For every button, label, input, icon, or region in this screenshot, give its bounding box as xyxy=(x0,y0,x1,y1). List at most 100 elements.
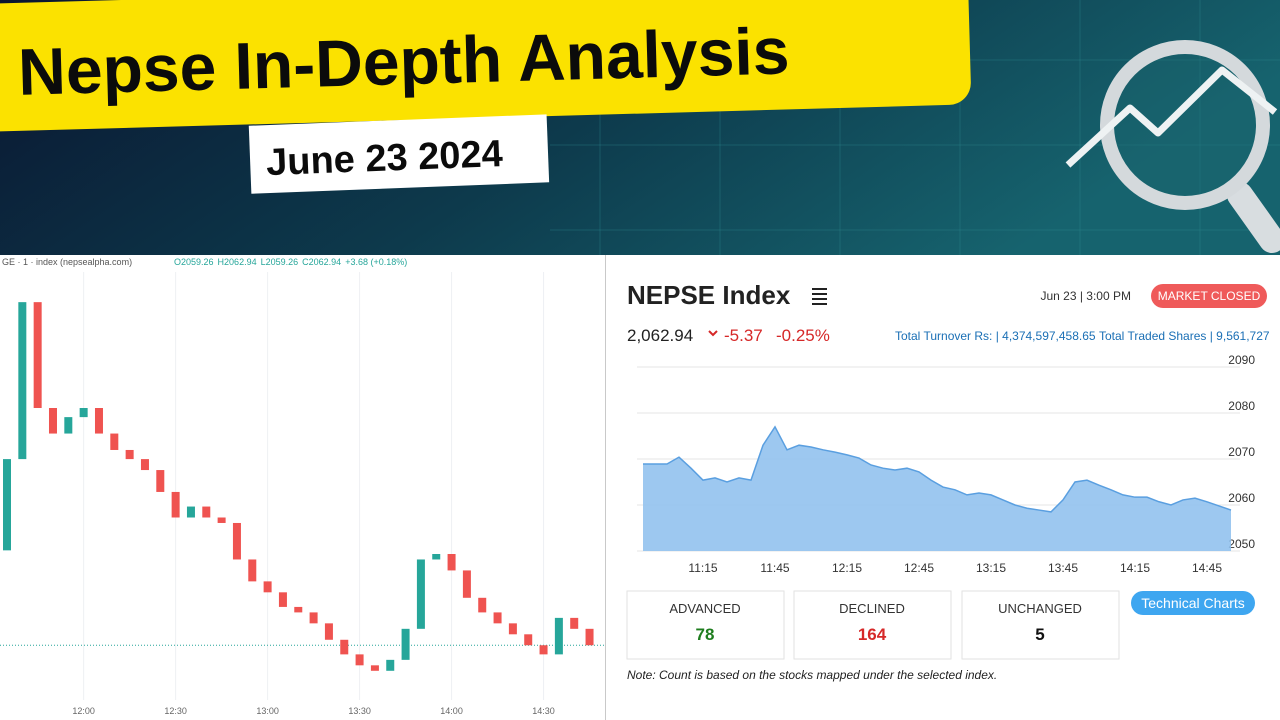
candle xyxy=(248,559,257,582)
stat-card xyxy=(793,590,952,660)
x-tick-label: 13:15 xyxy=(976,561,1006,575)
down-arrow xyxy=(708,330,718,337)
area-fill xyxy=(643,426,1231,551)
stat-card xyxy=(961,590,1120,660)
candle xyxy=(171,491,180,518)
candle xyxy=(432,554,441,560)
candle xyxy=(94,408,103,434)
candle xyxy=(217,517,226,523)
index-value: 2,062.94 xyxy=(627,326,693,345)
candle xyxy=(202,506,211,518)
x-tick-label: 11:15 xyxy=(688,561,717,575)
candle xyxy=(570,617,579,629)
stat-value: 78 xyxy=(696,625,715,644)
ohlc-value: H2062.94 xyxy=(218,257,257,267)
index-change-percent: -0.25% xyxy=(776,326,830,345)
candle xyxy=(156,470,165,492)
candle xyxy=(493,612,502,624)
candle xyxy=(539,645,548,655)
candle xyxy=(33,302,42,408)
date-background xyxy=(248,114,550,194)
candle xyxy=(294,606,303,613)
stat-label: UNCHANGED xyxy=(998,601,1082,616)
candle xyxy=(186,506,195,518)
x-tick-label: 12:30 xyxy=(164,706,187,716)
candle xyxy=(340,639,349,655)
stat-value: 164 xyxy=(858,625,887,644)
banner-shape xyxy=(0,0,971,132)
x-tick-label: 12:00 xyxy=(72,706,95,716)
turnover: Total Turnover Rs: | 4,374,597,458.65 xyxy=(895,329,1096,343)
x-tick-label: 12:45 xyxy=(904,561,934,575)
candle xyxy=(386,659,395,671)
magnifier-icon xyxy=(1065,40,1280,253)
stat-label: ADVANCED xyxy=(669,601,740,616)
candle xyxy=(263,581,272,593)
title-banner: Nepse In-Depth Analysis xyxy=(0,0,971,132)
ohlc-value: L2059.26 xyxy=(261,257,299,267)
candle xyxy=(447,554,456,571)
x-tick-label: 14:45 xyxy=(1192,561,1222,575)
candle xyxy=(478,597,487,613)
x-tick-label: 13:00 xyxy=(256,706,279,716)
y-tick-label: 2060 xyxy=(1228,491,1255,505)
y-tick-label: 2070 xyxy=(1228,445,1255,459)
candle xyxy=(125,449,134,460)
candle xyxy=(3,459,11,551)
market-status: MARKET CLOSED xyxy=(1158,289,1261,303)
menu-icon[interactable] xyxy=(812,288,827,305)
date: June 23 2024 xyxy=(265,133,503,184)
traded-shares: Total Traded Shares | 9,561,727 xyxy=(1099,329,1270,343)
candle xyxy=(554,617,563,655)
candle xyxy=(140,459,149,471)
candle xyxy=(370,665,379,671)
left-panel-background xyxy=(0,255,605,720)
candle xyxy=(309,612,318,624)
candle xyxy=(401,628,410,660)
candle xyxy=(355,654,364,666)
ohlc-value: +3.68 (+0.18%) xyxy=(345,257,407,267)
y-tick-label: 2080 xyxy=(1228,399,1255,413)
x-tick-label: 13:30 xyxy=(348,706,371,716)
stat-label: DECLINED xyxy=(839,601,905,616)
date-box: June 23 2024 xyxy=(248,114,550,194)
candle xyxy=(48,408,57,434)
x-tick-label: 11:45 xyxy=(760,561,789,575)
x-tick-label: 12:15 xyxy=(832,561,862,575)
candle xyxy=(416,559,425,629)
y-tick-label: 2050 xyxy=(1228,537,1255,551)
left-chart-panel: GE · 1 · index (nepsealpha.com) O2059.26… xyxy=(0,255,606,720)
note: Note: Count is based on the stocks mappe… xyxy=(627,668,997,682)
y-tick-label: 2090 xyxy=(1228,353,1255,367)
candle xyxy=(110,433,119,450)
button-label[interactable]: Technical Charts xyxy=(1141,595,1245,611)
candle xyxy=(278,592,287,607)
candle xyxy=(18,302,27,460)
ohlc-value: C2062.94 xyxy=(302,257,341,267)
x-tick-label: 13:45 xyxy=(1048,561,1078,575)
candle xyxy=(462,570,471,598)
candle xyxy=(64,417,73,434)
index-change: -5.37 xyxy=(724,326,763,345)
right-index-panel: NEPSE Index Jun 23 | 3:00 PM MARKET CLOS… xyxy=(607,255,1280,720)
timestamp: Jun 23 | 3:00 PM xyxy=(1040,289,1131,303)
area-line xyxy=(643,425,1232,513)
candle xyxy=(508,623,517,635)
x-tick-label: 14:00 xyxy=(440,706,463,716)
technical-charts-button[interactable] xyxy=(1131,591,1255,615)
status-pill xyxy=(1151,284,1267,308)
x-tick-label: 14:15 xyxy=(1120,561,1150,575)
x-tick-label: 14:30 xyxy=(532,706,555,716)
candle xyxy=(524,634,533,646)
candle xyxy=(79,408,88,418)
stat-card xyxy=(626,590,785,660)
candle xyxy=(585,628,594,646)
candle xyxy=(324,623,333,640)
stat-value: 5 xyxy=(1035,625,1044,644)
candle xyxy=(232,522,241,560)
index-title: NEPSE Index xyxy=(627,280,791,310)
ohlc-value: O2059.26 xyxy=(174,257,214,267)
symbol-label: GE · 1 · index (nepsealpha.com) xyxy=(2,257,132,267)
